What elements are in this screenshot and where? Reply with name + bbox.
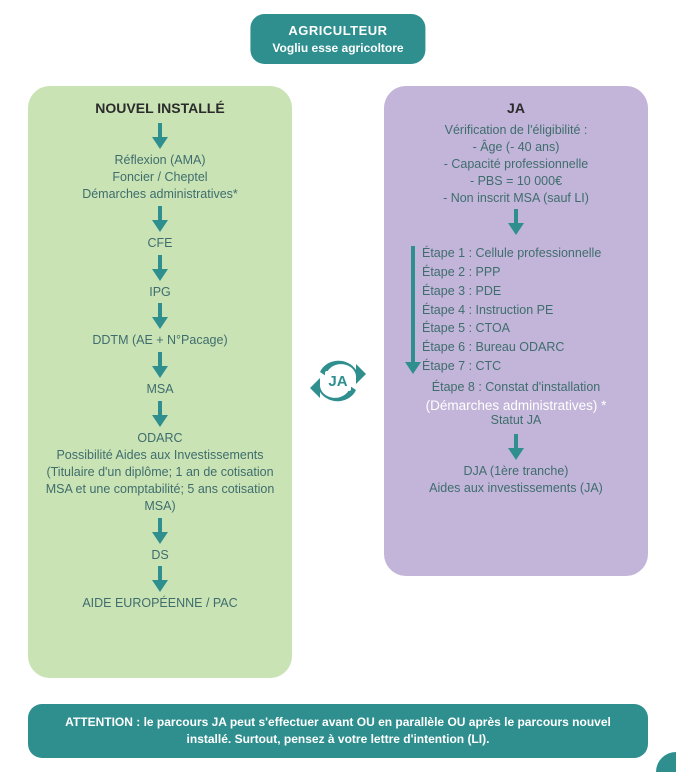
long-arrow-down-icon [404,246,422,374]
flow-right-top: Vérification de l'éligibilité : - Âge (-… [396,122,636,238]
etape-item: Étape 2 : PPP [422,263,636,282]
arrow-down-icon [150,255,170,281]
eligibility-item: - Capacité professionnelle [444,156,589,173]
flow-step: IPG [149,284,171,301]
etape-item: Étape 6 : Bureau ODARC [422,338,636,357]
arrow-down-icon [150,123,170,149]
etapes-block: Étape 1 : Cellule professionnelle Étape … [396,244,636,375]
arrow-down-icon [150,566,170,592]
etape-item: Étape 4 : Instruction PE [422,301,636,320]
flow-left: Réflexion (AMA)Foncier / CheptelDémarche… [40,120,280,612]
header-title: AGRICULTEUR [272,22,403,40]
header-subtitle: Vogliu esse agricoltore [272,40,403,56]
eligibility-item: - PBS = 10 000€ [470,173,562,190]
arrow-down-icon [506,434,526,460]
dja-line: DJA (1ère tranche) [464,463,569,480]
flow-step: DS [151,547,168,564]
panel-title-right: JA [396,100,636,116]
etape-8: Étape 8 : Constat d'installation [396,380,636,394]
eligibility-item: - Non inscrit MSA (sauf LI) [443,190,589,207]
panel-title-left: NOUVEL INSTALLÉ [40,100,280,116]
corner-decoration [648,752,676,772]
header-badge: AGRICULTEUR Vogliu esse agricoltore [250,14,425,64]
cycle-ja-icon: JA [308,352,368,410]
arrow-down-icon [150,401,170,427]
eligibility-title: Vérification de l'éligibilité : [445,122,588,139]
arrow-down-icon [150,352,170,378]
etape-item: Étape 1 : Cellule professionnelle [422,244,636,263]
flow-step: DDTM (AE + N°Pacage) [92,332,227,349]
aides-line: Aides aux investissements (JA) [429,480,603,497]
eligibility-item: - Âge (- 40 ans) [473,139,560,156]
flow-right-bottom: DJA (1ère tranche) Aides aux investissem… [396,431,636,497]
arrow-down-icon [150,303,170,329]
statut-ja: Statut JA [396,413,636,427]
arrow-down-icon [150,206,170,232]
etape-item: Étape 3 : PDE [422,282,636,301]
arrow-down-icon [506,209,526,235]
flow-step: MSA [146,381,173,398]
cycle-label: JA [328,373,347,390]
flow-step: CFE [148,235,173,252]
dem-admin-note: (Démarches administratives) * [396,398,636,413]
flow-step: AIDE EUROPÉENNE / PAC [82,595,237,612]
etape-item: Étape 7 : CTC [422,357,636,376]
etape-item: Étape 5 : CTOA [422,319,636,338]
arrow-down-icon [150,518,170,544]
flow-step: Réflexion (AMA)Foncier / CheptelDémarche… [82,152,238,203]
panel-ja: JA Vérification de l'éligibilité : - Âge… [384,86,648,576]
attention-banner: ATTENTION : le parcours JA peut s'effect… [28,704,648,758]
panel-nouvel-installe: NOUVEL INSTALLÉ Réflexion (AMA)Foncier /… [28,86,292,678]
flow-step: ODARCPossibilité Aides aux Investissemen… [40,430,280,514]
